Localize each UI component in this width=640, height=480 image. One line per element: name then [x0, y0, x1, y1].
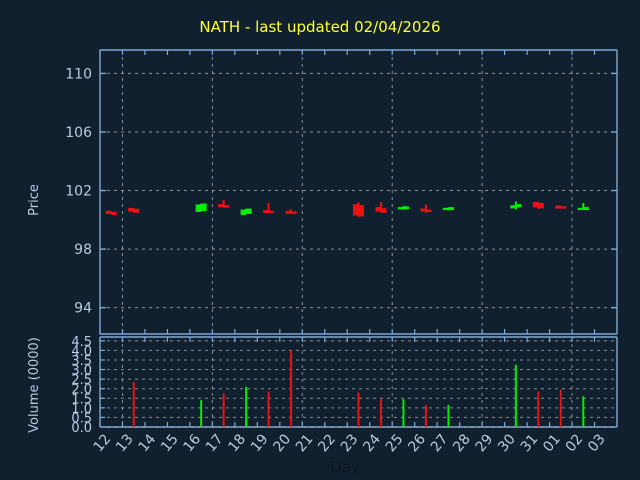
chart-title: NATH - last updated 02/04/2026 [199, 18, 440, 36]
volume-tick-label: 0.0 [71, 421, 92, 436]
ohlc-bar [240, 208, 252, 215]
price-tick-label: 110 [65, 66, 92, 82]
x-axis-label: Day [330, 458, 360, 476]
ohlc-bar [128, 207, 140, 213]
ohlc-bar [442, 207, 454, 211]
volume-tick-label: 3.5 [71, 354, 92, 369]
ohlc-bar [263, 202, 275, 214]
volume-tick-label: 4.5 [71, 335, 92, 350]
volume-panel: 4.54.03.53.02.52.01.51.00.50.0 [71, 335, 618, 436]
ohlc-bar [532, 201, 544, 209]
volume-tick-label: 0.5 [71, 411, 92, 426]
ohlc-bar [105, 210, 117, 215]
ohlc-bar [555, 205, 567, 209]
ohlc-bar [285, 209, 297, 214]
ohlc-bar [577, 202, 589, 211]
price-panel: 110 106 102 98 94 [65, 49, 618, 335]
ohlc-bar [420, 204, 432, 213]
ohlc-bar [510, 201, 522, 210]
ohlc-bar [195, 203, 207, 213]
volume-tick-label: 2.5 [71, 373, 92, 388]
volume-tick-label: 1.0 [71, 402, 92, 417]
price-axis-label: Price [27, 184, 42, 216]
ohlc-bar [397, 205, 409, 210]
volume-tick-label: 4.0 [71, 344, 92, 359]
price-tick-label: 94 [74, 301, 92, 317]
price-tick-label: 102 [65, 184, 92, 200]
ohlc-bar [353, 202, 364, 217]
ohlc-bar [375, 202, 387, 213]
volume-tick-label: 3.0 [71, 364, 92, 379]
volume-tick-label: 2.0 [71, 383, 92, 398]
price-tick-label: 106 [65, 125, 92, 141]
ohlc-bar [218, 200, 230, 208]
volume-axis-label: Volume (0000) [27, 337, 42, 433]
x-axis: 1213141516171819202122232425262728293031… [91, 431, 609, 455]
volume-tick-label: 1.5 [71, 392, 92, 407]
price-tick-label: 98 [74, 242, 92, 258]
